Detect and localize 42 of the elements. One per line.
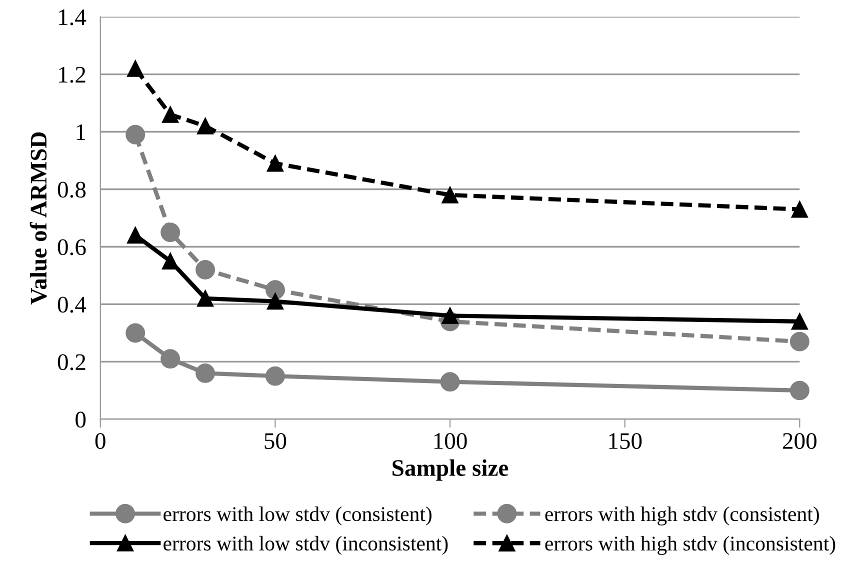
legend-label: errors with high stdv (consistent) [545, 506, 819, 526]
point [126, 124, 146, 144]
point [160, 349, 180, 369]
y-tick-label: 0 [76, 412, 86, 428]
point [126, 323, 146, 343]
point [790, 332, 810, 352]
point [196, 363, 215, 383]
point [791, 313, 808, 330]
x-tick-label: 150 [609, 433, 642, 450]
point [127, 226, 144, 244]
point [265, 366, 285, 386]
point [162, 252, 179, 270]
point [162, 106, 179, 123]
point [127, 60, 144, 77]
y-tick-label: 1.2 [59, 66, 86, 83]
point [160, 222, 180, 242]
point [440, 372, 460, 392]
point [266, 155, 284, 172]
y-tick-label: 0.2 [58, 354, 86, 370]
y-axis-title: Value of ARMSD [30, 132, 47, 305]
x-axis-title: Sample size [392, 459, 508, 481]
x-tick-label: 100 [434, 433, 467, 450]
point [196, 290, 214, 307]
point [442, 186, 458, 204]
point [196, 260, 215, 280]
point [196, 118, 214, 134]
point [791, 201, 808, 218]
point [442, 307, 458, 324]
legend-label: errors with low stdv (consistent) [164, 506, 432, 526]
point [266, 293, 284, 310]
legend-label: errors with high stdv (inconsistent) [545, 536, 836, 555]
x-tick-label: 0 [95, 433, 106, 450]
legend-label: errors with low stdv (inconsistent) [164, 536, 448, 555]
y-tick-label: 1 [76, 124, 86, 140]
y-tick-label: 1.4 [59, 9, 86, 26]
x-tick-label: 50 [264, 433, 286, 450]
y-tick-label: 0.6 [58, 239, 86, 256]
y-tick-label: 0.8 [58, 182, 86, 198]
point [265, 280, 285, 300]
y-tick-label: 0.4 [58, 296, 86, 313]
point [790, 380, 810, 400]
x-tick-label: 200 [782, 433, 816, 450]
